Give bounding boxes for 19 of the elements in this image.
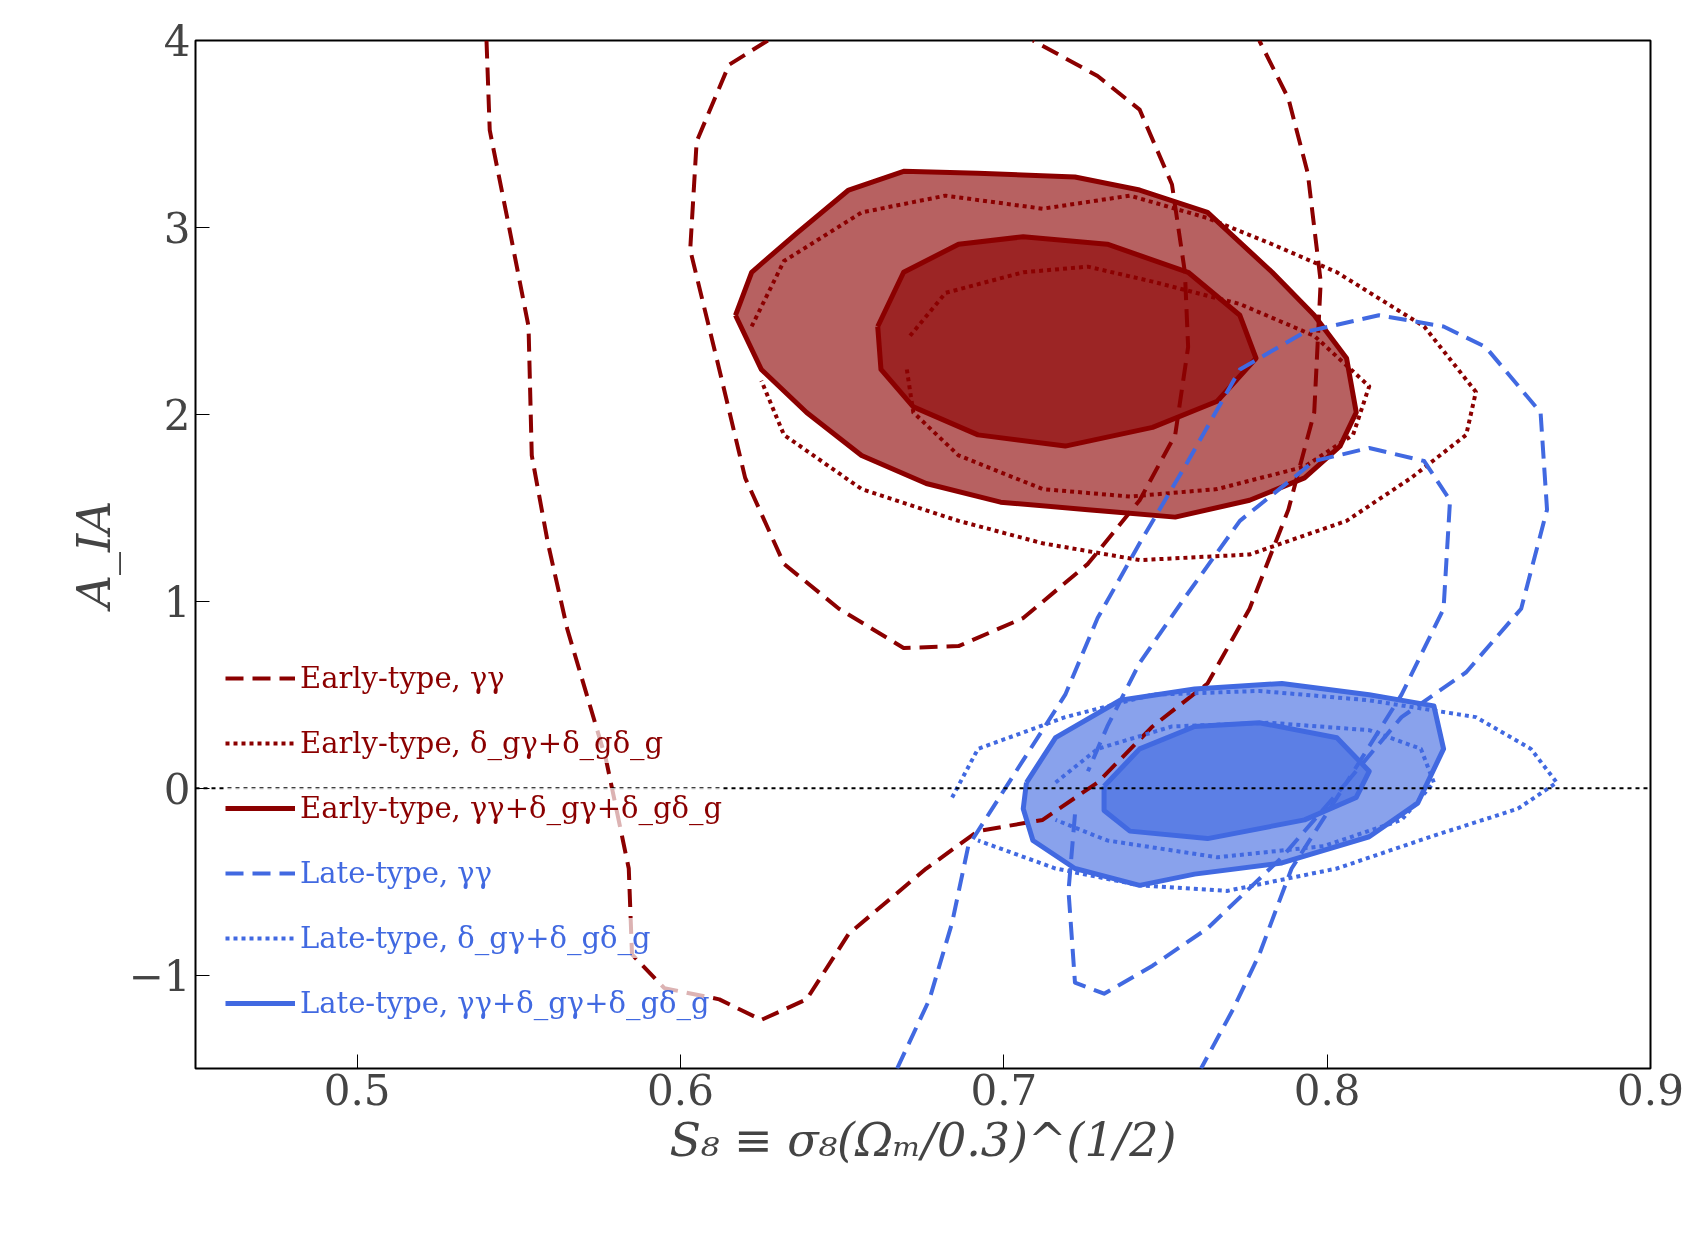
legend-label: Late-type, δ_gγ+δ_gδ_g [300,920,651,958]
y-tick-label: 3 [163,203,191,253]
y-tick-label: −1 [128,951,191,1001]
x-tick-label: 0.8 [1293,1065,1361,1115]
x-tick-label: 0.5 [323,1065,391,1115]
legend-label: Late-type, γγ+δ_gγ+δ_gδ_g [300,985,710,1023]
x-tick-label: 0.6 [647,1065,714,1115]
x-axis-title: S₈ ≡ σ₈(Ωₘ/0.3)^(1/2) [669,1112,1177,1167]
legend-label: Early-type, γγ [300,660,505,697]
x-tick-label: 0.9 [1617,1065,1684,1115]
legend-label: Early-type, γγ+δ_gγ+δ_gδ_g [300,790,723,828]
x-tick-label: 0.7 [970,1065,1038,1115]
y-axis-title: A_IA [66,500,121,613]
y-tick-label: 0 [163,764,191,814]
legend-label: Early-type, δ_gγ+δ_gδ_g [300,725,664,763]
y-tick-label: 2 [163,390,191,440]
y-tick-label: 4 [163,17,191,66]
y-tick-label: 1 [163,577,191,627]
legend-label: Late-type, γγ [300,855,493,892]
